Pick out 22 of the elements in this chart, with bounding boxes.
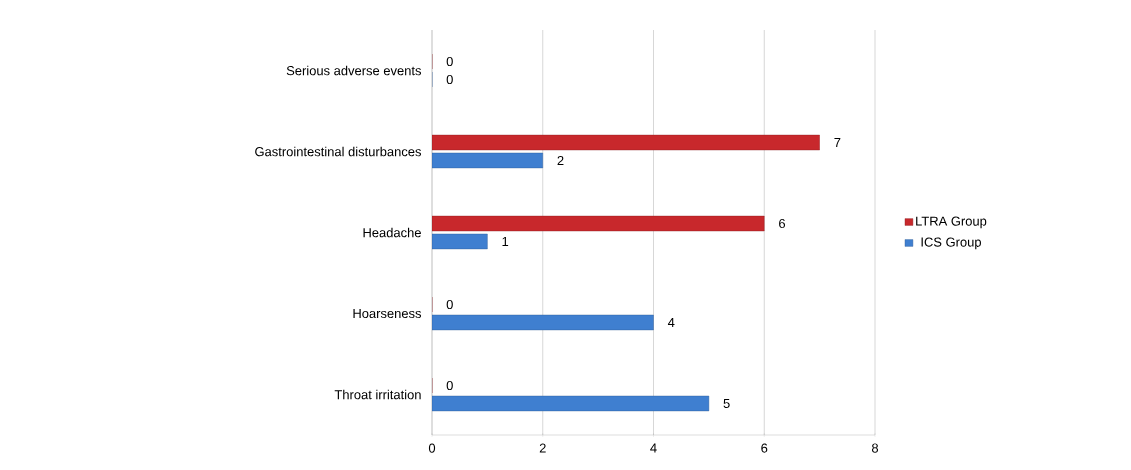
y-tick-label: Serious adverse events	[286, 65, 422, 76]
data-label: 7	[834, 138, 841, 147]
data-label: 2	[557, 155, 564, 165]
data-label: 1	[502, 237, 509, 246]
x-tick-label: 8	[871, 443, 879, 453]
data-label: 6	[779, 218, 786, 229]
y-tick-label: Headache	[363, 227, 421, 238]
data-label: 0	[446, 56, 453, 67]
legend-label: LTRA Group	[916, 216, 987, 229]
y-tick-label: Gastrointestinal disturbances	[255, 146, 422, 157]
data-label: 5	[723, 398, 730, 408]
y-tick-label: Hoarseness	[353, 308, 422, 319]
x-tick-label: 4	[650, 443, 657, 453]
y-tick-label: Throat irritation	[334, 389, 421, 400]
x-tick-label: 6	[761, 443, 768, 453]
data-label: 0	[446, 380, 453, 391]
data-label: 0	[446, 74, 453, 85]
data-label: 0	[446, 299, 453, 310]
data-label: 4	[667, 318, 675, 327]
x-tick-label: 2	[539, 443, 546, 453]
x-tick-label: 0	[428, 443, 436, 453]
legend-label: ICS Group	[921, 237, 981, 250]
